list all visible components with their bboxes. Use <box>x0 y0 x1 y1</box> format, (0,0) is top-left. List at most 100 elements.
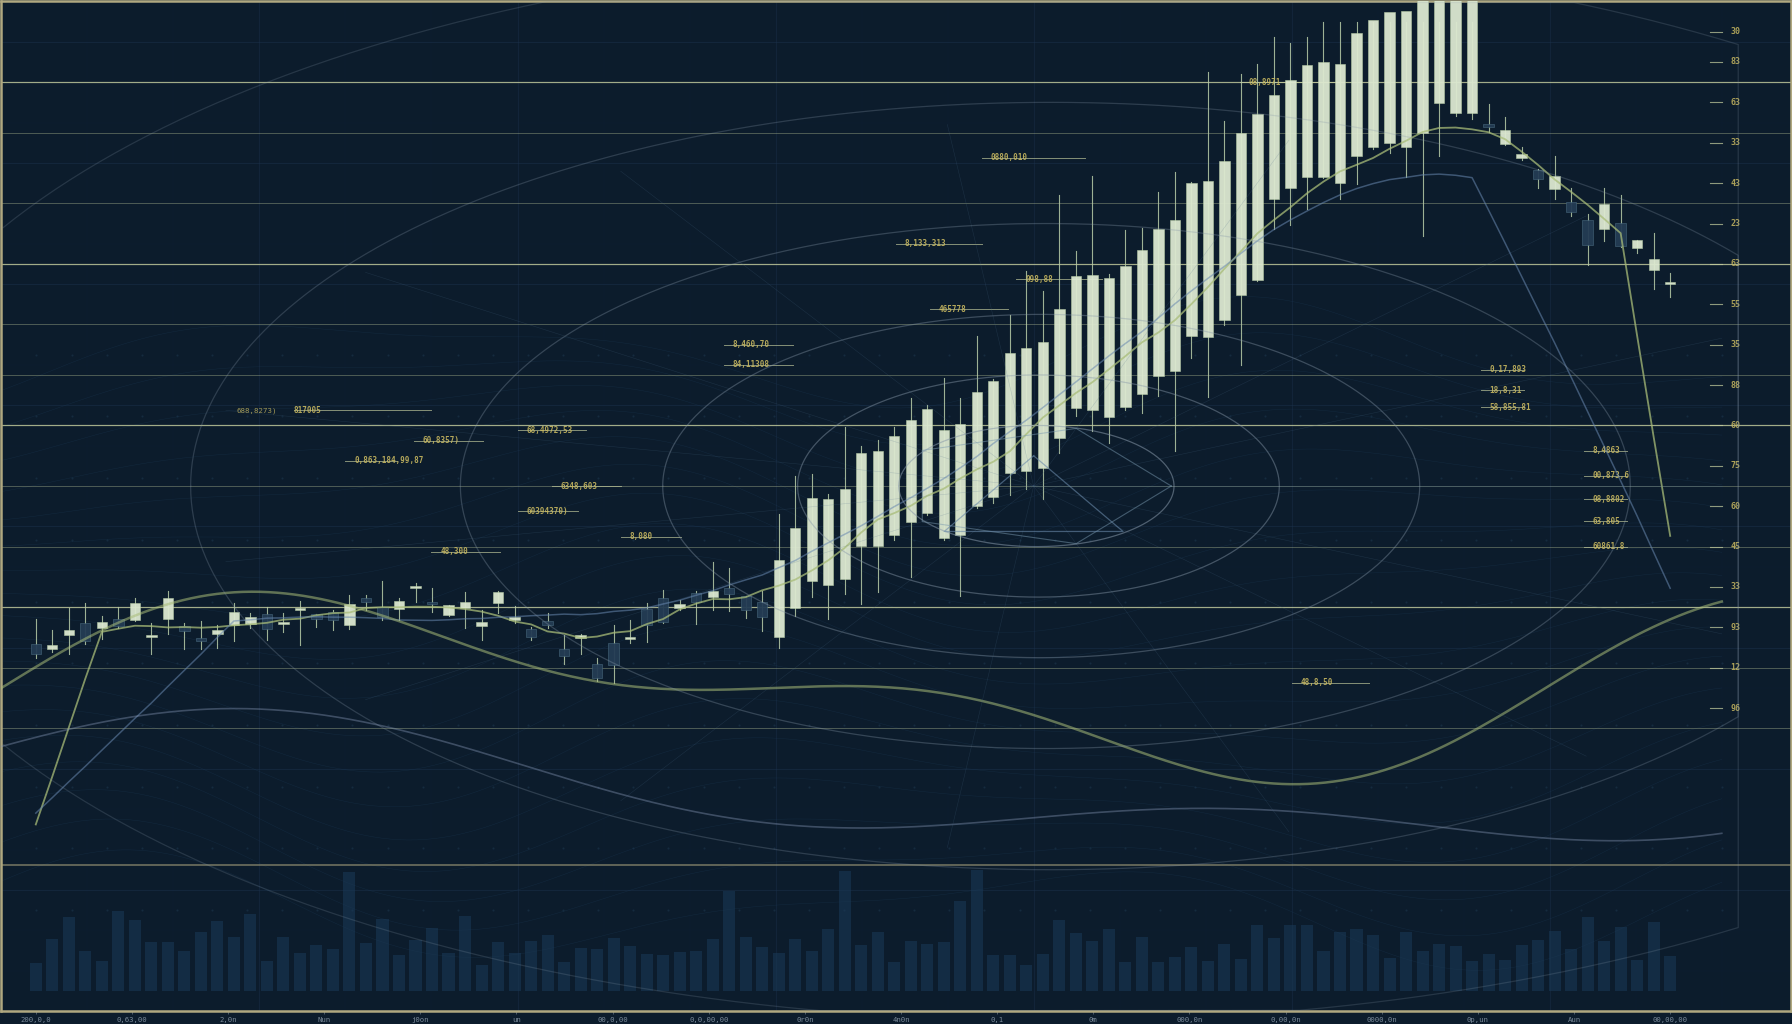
Point <box>969 655 998 672</box>
Point <box>1075 593 1104 609</box>
Bar <box>426 928 437 991</box>
Bar <box>1598 941 1611 991</box>
Bar <box>1582 918 1593 991</box>
Point <box>163 470 192 486</box>
Point <box>830 902 858 919</box>
Point <box>409 841 437 857</box>
Point <box>794 841 823 857</box>
Point <box>1602 409 1631 425</box>
Bar <box>477 622 487 626</box>
Bar <box>1088 274 1097 411</box>
Point <box>163 346 192 362</box>
Point <box>57 346 86 362</box>
Bar <box>1598 204 1609 228</box>
Point <box>1251 346 1279 362</box>
Point <box>373 778 401 795</box>
Point <box>1708 778 1736 795</box>
Point <box>1217 409 1245 425</box>
Point <box>1496 717 1525 733</box>
Bar <box>1269 938 1279 991</box>
Point <box>866 717 894 733</box>
Point <box>339 593 367 609</box>
Bar <box>591 949 604 991</box>
Point <box>1532 531 1561 548</box>
Point <box>1391 778 1419 795</box>
Bar <box>690 951 702 991</box>
Bar <box>543 621 552 626</box>
Bar <box>328 612 339 621</box>
Point <box>794 902 823 919</box>
Point <box>93 409 122 425</box>
Bar <box>889 962 900 991</box>
Point <box>760 902 788 919</box>
Point <box>1426 409 1455 425</box>
Bar <box>1333 932 1346 991</box>
Bar <box>262 961 272 991</box>
Point <box>760 593 788 609</box>
Bar <box>1185 947 1197 991</box>
Bar <box>1582 220 1593 246</box>
Point <box>233 655 262 672</box>
Bar <box>246 617 256 624</box>
Point <box>163 593 192 609</box>
Point <box>1287 841 1315 857</box>
Point <box>93 470 122 486</box>
Bar <box>740 937 751 991</box>
Bar <box>1615 927 1627 991</box>
Point <box>794 470 823 486</box>
Point <box>1708 655 1736 672</box>
Point <box>969 778 998 795</box>
Point <box>233 531 262 548</box>
Point <box>584 841 613 857</box>
Bar <box>806 498 817 582</box>
Point <box>1181 409 1210 425</box>
Text: 63: 63 <box>1731 98 1740 106</box>
Text: 48,8,50: 48,8,50 <box>1301 679 1333 687</box>
Bar <box>1317 951 1330 991</box>
Bar <box>1251 926 1263 991</box>
Point <box>1566 841 1595 857</box>
Point <box>22 346 50 362</box>
Point <box>1566 593 1595 609</box>
Bar <box>1170 220 1181 371</box>
Text: 63: 63 <box>1731 259 1740 268</box>
Point <box>866 841 894 857</box>
Point <box>1532 409 1561 425</box>
Bar <box>312 614 321 620</box>
Point <box>1462 593 1491 609</box>
Point <box>1532 593 1561 609</box>
Point <box>1426 346 1455 362</box>
Point <box>1251 655 1279 672</box>
Point <box>1672 470 1701 486</box>
Point <box>1005 409 1034 425</box>
Point <box>1462 902 1491 919</box>
Bar <box>1516 155 1527 158</box>
Point <box>1287 717 1315 733</box>
Point <box>1638 717 1667 733</box>
Point <box>866 902 894 919</box>
Bar <box>360 598 371 602</box>
Point <box>866 655 894 672</box>
Point <box>1005 717 1034 733</box>
Bar <box>823 499 833 585</box>
Point <box>1462 531 1491 548</box>
Point <box>303 531 332 548</box>
Point <box>1357 531 1385 548</box>
Bar <box>79 950 91 991</box>
Point <box>935 409 964 425</box>
Bar <box>344 604 355 626</box>
Point <box>478 655 507 672</box>
Bar <box>262 614 272 630</box>
Point <box>830 470 858 486</box>
Point <box>373 470 401 486</box>
Point <box>618 470 647 486</box>
Bar <box>591 665 602 678</box>
Point <box>830 655 858 672</box>
Text: 96: 96 <box>1731 703 1740 713</box>
Point <box>1217 655 1245 672</box>
Bar <box>955 424 966 535</box>
Bar <box>658 598 668 622</box>
Point <box>548 778 577 795</box>
Point <box>1672 346 1701 362</box>
Bar <box>1434 0 1444 103</box>
